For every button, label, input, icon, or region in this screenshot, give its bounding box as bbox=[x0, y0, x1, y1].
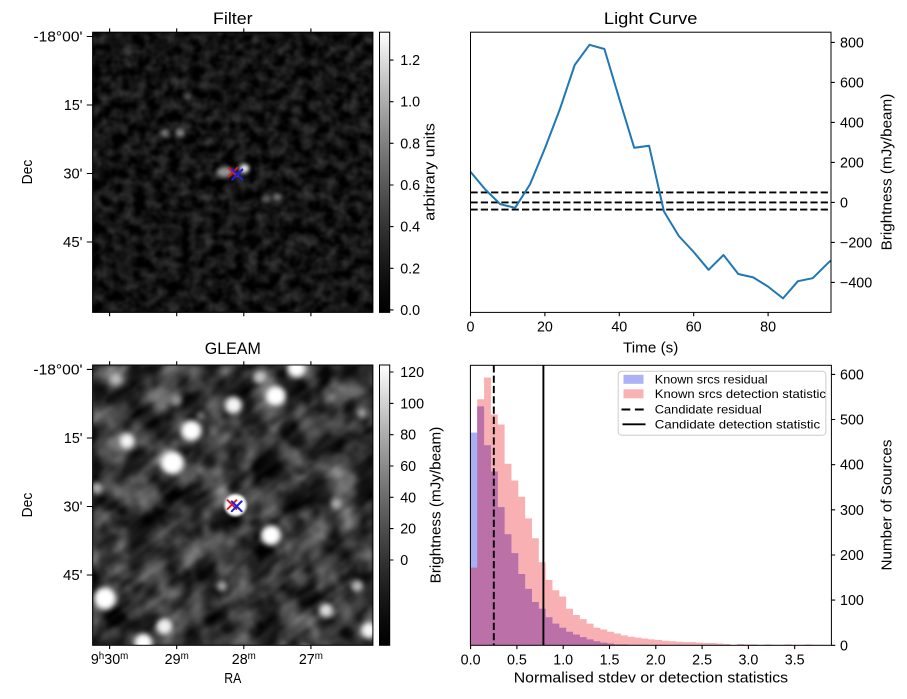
svg-text:200: 200 bbox=[840, 155, 864, 171]
svg-text:-18°00': -18°00' bbox=[33, 362, 82, 378]
svg-text:1.0: 1.0 bbox=[553, 653, 573, 669]
svg-text:60: 60 bbox=[400, 459, 416, 475]
svg-text:Normalised stdev or detection: Normalised stdev or detection statistics bbox=[514, 671, 788, 687]
svg-text:0.0: 0.0 bbox=[400, 303, 420, 319]
svg-text:Light Curve: Light Curve bbox=[604, 9, 698, 28]
svg-text:0.6: 0.6 bbox=[400, 178, 420, 194]
svg-text:Brightness (mJy/beam): Brightness (mJy/beam) bbox=[429, 427, 445, 584]
svg-text:Brightness (mJy/beam): Brightness (mJy/beam) bbox=[880, 94, 896, 251]
svg-text:−200: −200 bbox=[840, 235, 872, 251]
svg-text:0.2: 0.2 bbox=[400, 261, 420, 277]
svg-text:0: 0 bbox=[400, 553, 408, 569]
svg-text:Number of Sources: Number of Sources bbox=[880, 440, 896, 571]
svg-text:400: 400 bbox=[840, 458, 864, 474]
svg-text:800: 800 bbox=[840, 35, 864, 51]
svg-text:3.5: 3.5 bbox=[785, 653, 805, 669]
svg-text:30': 30' bbox=[63, 500, 82, 516]
svg-text:0: 0 bbox=[840, 638, 848, 654]
svg-text:3.0: 3.0 bbox=[738, 653, 758, 669]
svg-text:400: 400 bbox=[840, 115, 864, 131]
svg-text:Candidate residual: Candidate residual bbox=[655, 403, 762, 417]
svg-text:45': 45' bbox=[63, 568, 83, 584]
svg-text:120: 120 bbox=[400, 365, 424, 381]
svg-text:0.4: 0.4 bbox=[400, 220, 420, 236]
svg-text:2.0: 2.0 bbox=[646, 653, 666, 669]
svg-text:100: 100 bbox=[840, 593, 864, 609]
svg-text:2.5: 2.5 bbox=[692, 653, 712, 669]
svg-text:300: 300 bbox=[840, 503, 864, 519]
svg-text:GLEAM: GLEAM bbox=[205, 339, 261, 358]
svg-text:RA: RA bbox=[224, 671, 241, 687]
svg-text:0.5: 0.5 bbox=[507, 653, 527, 669]
svg-text:1.0: 1.0 bbox=[400, 95, 420, 111]
svg-text:100: 100 bbox=[400, 396, 424, 412]
svg-text:Time (s): Time (s) bbox=[623, 341, 678, 357]
svg-text:600: 600 bbox=[840, 367, 864, 383]
svg-text:20: 20 bbox=[537, 320, 553, 336]
svg-text:40: 40 bbox=[611, 320, 627, 336]
svg-text:80: 80 bbox=[760, 320, 776, 336]
svg-text:Known srcs residual: Known srcs residual bbox=[655, 373, 768, 387]
svg-text:0: 0 bbox=[467, 320, 475, 336]
svg-text:45': 45' bbox=[63, 235, 83, 251]
svg-text:-18°00': -18°00' bbox=[33, 30, 82, 46]
svg-text:Candidate detection statistic: Candidate detection statistic bbox=[655, 418, 820, 432]
svg-text:1.5: 1.5 bbox=[600, 653, 620, 669]
svg-text:−400: −400 bbox=[840, 275, 872, 291]
svg-text:Dec: Dec bbox=[20, 493, 36, 518]
svg-text:0.0: 0.0 bbox=[461, 653, 481, 669]
svg-text:60: 60 bbox=[686, 320, 702, 336]
svg-text:0: 0 bbox=[840, 195, 848, 211]
svg-text:500: 500 bbox=[840, 413, 864, 429]
svg-text:0.8: 0.8 bbox=[400, 136, 420, 152]
svg-text:15': 15' bbox=[64, 98, 83, 114]
svg-text:Filter: Filter bbox=[213, 9, 253, 28]
svg-text:40: 40 bbox=[400, 490, 416, 506]
svg-text:Known srcs detection statistic: Known srcs detection statistic bbox=[655, 387, 826, 401]
svg-text:20: 20 bbox=[400, 522, 416, 538]
svg-text:1.2: 1.2 bbox=[400, 53, 420, 69]
svg-text:Dec: Dec bbox=[20, 160, 36, 185]
svg-text:80: 80 bbox=[400, 428, 416, 444]
svg-text:15': 15' bbox=[64, 431, 83, 447]
svg-text:arbitrary units: arbitrary units bbox=[423, 123, 439, 221]
svg-text:600: 600 bbox=[840, 75, 864, 91]
svg-text:200: 200 bbox=[840, 548, 864, 564]
svg-text:30': 30' bbox=[63, 167, 82, 183]
